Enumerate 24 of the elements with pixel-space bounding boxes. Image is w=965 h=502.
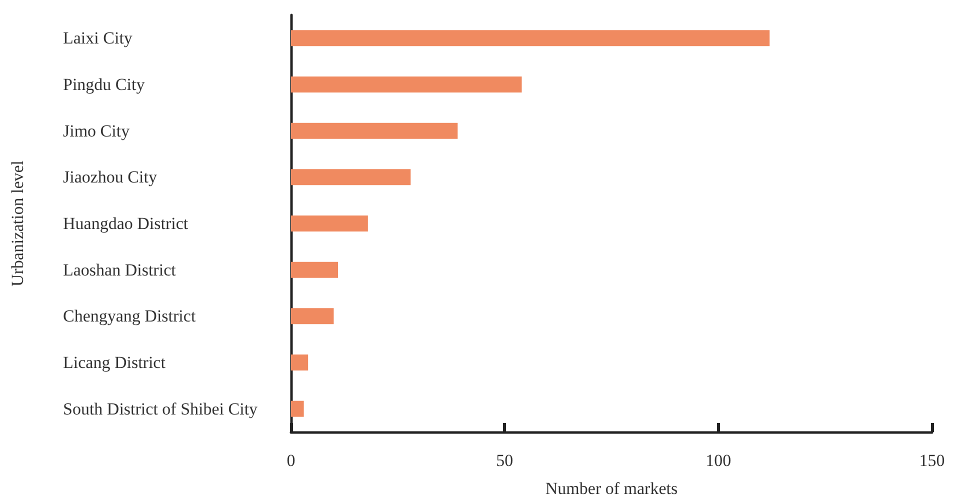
y-axis-title: Urbanization level (8, 160, 27, 287)
bar (291, 400, 304, 417)
x-axis-title: Number of markets (545, 479, 678, 498)
bar (291, 169, 411, 186)
bar (291, 308, 334, 324)
x-tick-label: 100 (706, 451, 732, 470)
y-tick-label: Laoshan District (63, 260, 176, 280)
y-tick-label: Jimo City (63, 121, 130, 140)
y-tick-label: Laixi City (63, 28, 133, 48)
bar (291, 262, 338, 278)
bar (291, 216, 368, 232)
x-tick-label: 150 (919, 451, 945, 470)
y-tick-label: Jiaozhou City (63, 168, 158, 187)
y-tick-label: South District of Shibei City (63, 399, 258, 418)
y-tick-label: Chengyang District (63, 306, 196, 326)
x-tick-label: 0 (286, 451, 296, 470)
y-tick-label: Licang District (63, 353, 166, 372)
y-tick-label: Huangdao District (63, 214, 188, 233)
y-tick-label: Pingdu City (63, 75, 146, 94)
bar (291, 76, 522, 92)
bar (291, 30, 770, 46)
bar (291, 122, 458, 139)
x-tick-label: 50 (496, 451, 514, 470)
bar (291, 354, 308, 370)
